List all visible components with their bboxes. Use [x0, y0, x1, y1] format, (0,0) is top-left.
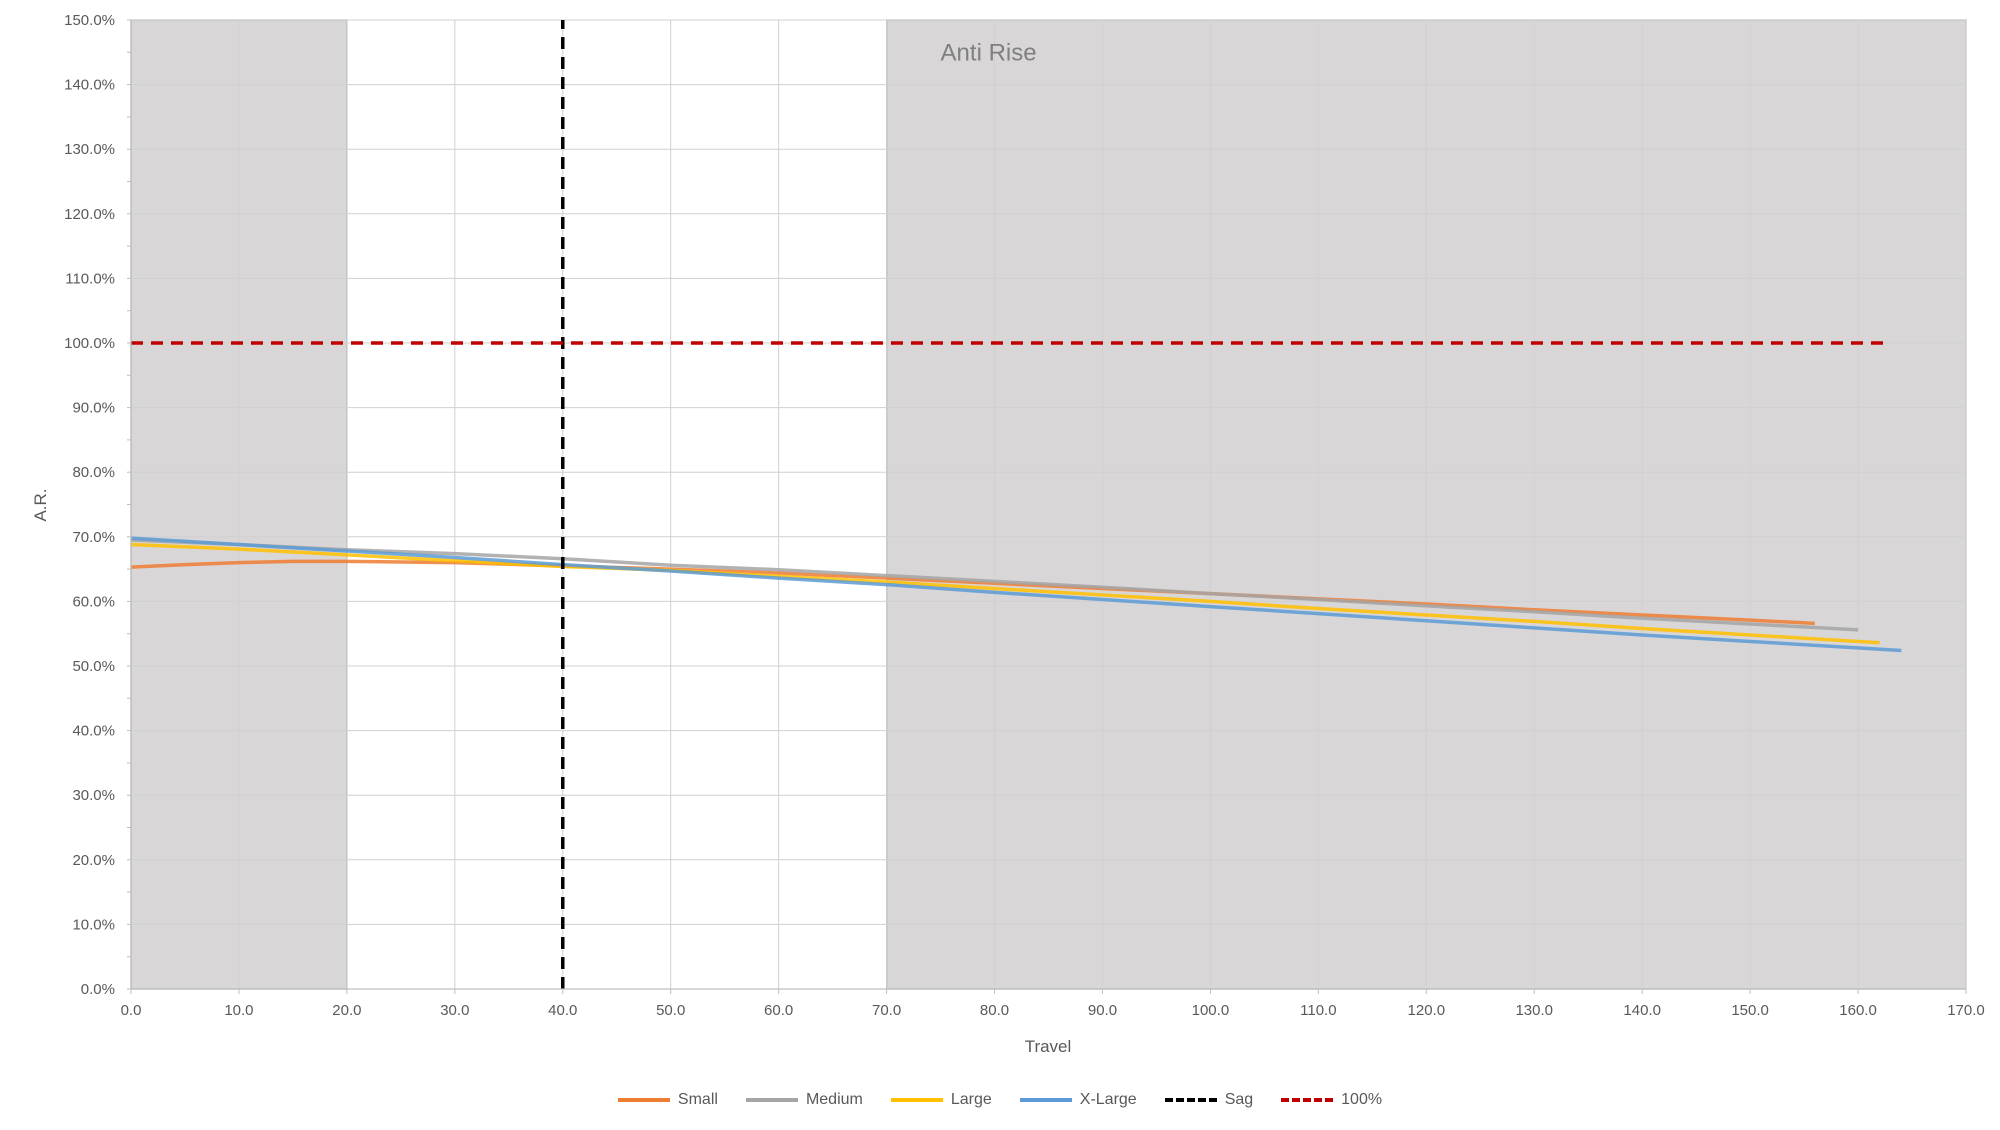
- x-tick-label: 100.0: [1192, 1002, 1230, 1019]
- y-tick-label: 140.0%: [64, 77, 115, 94]
- x-tick-label: 150.0: [1731, 1002, 1769, 1019]
- legend-item-medium: Medium: [745, 1091, 863, 1109]
- y-tick-label: 20.0%: [72, 852, 115, 869]
- legend-label: 100%: [1341, 1091, 1383, 1108]
- grid-lines: [130, 19, 1967, 990]
- y-tick-label: 100.0%: [64, 335, 115, 352]
- x-tick-label: 120.0: [1408, 1002, 1446, 1019]
- tick-labels: 0.0 10.0 20.0 30.0 40.0 50.0 60.0 70.0 80.0 90.0 1…: [64, 12, 1985, 1019]
- legend-swatch: [1019, 1098, 1072, 1102]
- y-tick-label: 50.0%: [72, 658, 115, 675]
- x-tick-label: 130.0: [1515, 1002, 1553, 1019]
- legend-label: Sag: [1224, 1091, 1254, 1108]
- x-tick-label: 70.0: [872, 1002, 901, 1019]
- legend-item-large: Large: [890, 1091, 992, 1109]
- x-tick-label: 140.0: [1623, 1002, 1661, 1019]
- series-lines: [130, 20, 1902, 989]
- y-tick-label: 0.0%: [81, 981, 115, 998]
- y-tick-label: 130.0%: [64, 141, 115, 158]
- series-line-x-large: [130, 536, 1902, 653]
- x-tick-label: 40.0: [548, 1002, 577, 1019]
- x-tick-label: 80.0: [980, 1002, 1009, 1019]
- legend-swatch: [617, 1098, 670, 1102]
- legend-item-100-: 100%: [1281, 1091, 1382, 1109]
- annotations: Anti Rise: [941, 39, 1037, 66]
- legend-swatch: [1281, 1098, 1334, 1102]
- y-axis-label: A.R.: [31, 488, 50, 521]
- chart-legend: Small Medium Large X-Large Sag 100%: [0, 1088, 2000, 1112]
- x-tick-label: 50.0: [656, 1002, 685, 1019]
- shaded-regions: [130, 19, 1967, 990]
- y-tick-label: 10.0%: [72, 916, 115, 933]
- legend-swatch: [745, 1098, 798, 1102]
- legend-item-x-large: X-Large: [1019, 1091, 1137, 1109]
- axes: [127, 19, 1967, 994]
- y-tick-label: 40.0%: [72, 723, 115, 740]
- legend-item-small: Small: [617, 1091, 718, 1109]
- series-line-large: [130, 542, 1880, 645]
- legend-item-sag: Sag: [1164, 1091, 1254, 1109]
- series-line-medium: [130, 538, 1859, 632]
- y-tick-label: 110.0%: [65, 270, 115, 287]
- x-tick-label: 10.0: [224, 1002, 253, 1019]
- legend-swatch: [1164, 1098, 1217, 1102]
- y-tick-label: 150.0%: [64, 12, 115, 29]
- y-tick-label: 70.0%: [72, 529, 115, 546]
- legend-label: X-Large: [1079, 1091, 1137, 1108]
- x-tick-label: 30.0: [440, 1002, 469, 1019]
- legend-swatch: [890, 1098, 943, 1102]
- legend-label: Small: [677, 1091, 718, 1108]
- annotation-label: Anti Rise: [941, 39, 1037, 66]
- x-tick-label: 160.0: [1839, 1002, 1877, 1019]
- x-tick-label: 20.0: [332, 1002, 361, 1019]
- x-tick-label: 60.0: [764, 1002, 793, 1019]
- x-tick-label: 0.0: [121, 1002, 142, 1019]
- y-tick-label: 90.0%: [72, 400, 115, 417]
- legend-label: Large: [950, 1091, 992, 1108]
- y-tick-label: 120.0%: [64, 206, 115, 223]
- y-tick-label: 60.0%: [72, 593, 115, 610]
- x-tick-label: 110.0: [1300, 1002, 1336, 1019]
- y-tick-label: 80.0%: [72, 464, 115, 481]
- series-line-small: [130, 559, 1815, 626]
- x-tick-label: 170.0: [1947, 1002, 1985, 1019]
- y-tick-label: 30.0%: [72, 787, 115, 804]
- x-axis-label: Travel: [1025, 1037, 1072, 1056]
- x-tick-label: 90.0: [1088, 1002, 1117, 1019]
- legend-label: Medium: [805, 1091, 863, 1108]
